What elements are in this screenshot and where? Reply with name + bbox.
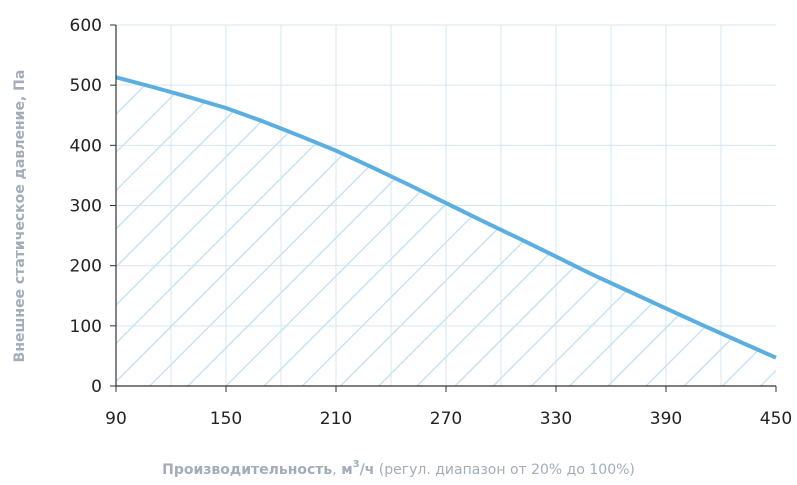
x-tick-label: 330 (540, 409, 572, 429)
x-tick-label: 150 (210, 409, 242, 429)
x-axis-ticks: 90 150 210 270 330 390 450 (105, 386, 792, 429)
x-tick-label: 390 (650, 409, 682, 429)
y-tick-label: 200 (70, 257, 102, 277)
x-tick-label: 210 (320, 409, 352, 429)
x-tick-label: 270 (430, 409, 462, 429)
hatched-area (116, 77, 776, 387)
y-axis-label: Внешнее статическое давление, Па (12, 70, 28, 363)
y-tick-label: 100 (70, 317, 102, 337)
x-tick-label: 90 (105, 409, 127, 429)
y-axis-ticks: 0 100 200 300 400 500 600 (70, 16, 116, 397)
performance-curve (115, 75, 777, 360)
y-tick-label: 300 (70, 197, 102, 217)
y-tick-label: 400 (70, 136, 102, 156)
x-axis-label-note: (регул. диапазон от 20% до 100%) (374, 462, 635, 478)
y-tick-label: 0 (91, 377, 102, 397)
x-axis-unit: м3/ч (341, 459, 375, 478)
y-tick-label: 600 (70, 16, 102, 36)
x-axis-unit-sup: 3 (352, 459, 360, 471)
x-axis-label: Производительность, м3/ч (регул. диапазо… (0, 459, 797, 478)
x-axis-label-bold: Производительность (162, 462, 333, 478)
x-axis-label-sep: , (332, 462, 342, 478)
y-tick-label: 500 (70, 76, 102, 96)
x-tick-label: 450 (760, 409, 792, 429)
